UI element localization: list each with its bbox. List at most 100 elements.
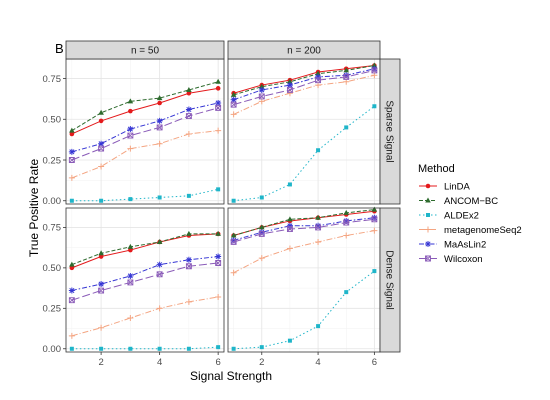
data-point <box>258 83 265 89</box>
data-point <box>287 182 292 187</box>
series-line <box>233 209 375 236</box>
data-point <box>156 305 163 312</box>
data-point <box>315 77 322 84</box>
data-point <box>215 230 221 236</box>
data-point <box>98 118 104 124</box>
data-point <box>286 245 293 252</box>
data-point <box>127 243 134 249</box>
data-point <box>128 346 133 351</box>
data-point <box>68 332 75 339</box>
data-point <box>215 253 222 260</box>
column-strip-label: n = 50 <box>131 46 160 57</box>
series-line <box>71 102 219 153</box>
facet-panel <box>65 58 225 205</box>
series-maaslin2 <box>68 99 222 155</box>
data-point <box>344 125 349 130</box>
row-strip-label: Sparse Signal <box>384 100 395 162</box>
x-tick-label: 4 <box>315 357 320 368</box>
data-point <box>68 157 75 163</box>
data-point <box>186 230 192 236</box>
data-point <box>343 217 350 224</box>
series-line <box>71 81 219 132</box>
panel-background <box>228 208 380 352</box>
data-point <box>286 82 293 89</box>
y-tick-label: 0.00 <box>43 344 62 355</box>
series-line <box>71 188 219 202</box>
series-ancom-bc <box>230 206 378 238</box>
data-point <box>156 117 163 124</box>
data-point <box>287 78 293 84</box>
series-ancom-bc <box>69 78 221 133</box>
series-aldex2 <box>231 269 377 351</box>
series-line <box>233 218 375 243</box>
series-line <box>71 233 219 269</box>
data-point <box>371 65 378 72</box>
data-point <box>186 346 191 351</box>
y-tick-label: 0.75 <box>43 74 62 85</box>
data-point <box>98 163 105 170</box>
data-point <box>215 78 221 84</box>
data-point <box>157 346 162 351</box>
data-point <box>69 346 74 351</box>
x-axis: 2 4 6 2 4 6 <box>98 352 377 368</box>
series-aldex2 <box>231 104 377 203</box>
data-point <box>315 70 321 76</box>
x-tick-label: 2 <box>98 357 103 368</box>
data-point <box>68 297 75 304</box>
data-point <box>258 224 265 230</box>
legend-item: ANCOM−BC <box>419 196 498 207</box>
data-point <box>215 104 222 111</box>
data-point <box>344 290 349 295</box>
data-point <box>156 238 163 244</box>
facet-panel <box>227 58 381 205</box>
data-point <box>68 148 75 155</box>
data-point <box>286 87 293 93</box>
data-point <box>230 232 237 238</box>
panel-background <box>228 59 380 204</box>
panel-background <box>66 208 224 352</box>
data-point <box>371 206 378 212</box>
data-point <box>186 86 192 92</box>
data-point <box>315 214 321 220</box>
y-tick-label: 0.50 <box>43 263 62 274</box>
data-point <box>231 346 236 351</box>
y-tick-label: 0.25 <box>43 304 62 315</box>
data-point <box>186 90 192 96</box>
data-point <box>215 127 222 134</box>
data-point <box>127 132 134 139</box>
series-maaslin2 <box>68 253 222 294</box>
legend-item: Wilcoxon <box>419 254 483 265</box>
data-point <box>128 247 133 253</box>
series-metagenomeseq2 <box>230 72 378 118</box>
series-line <box>71 130 219 179</box>
data-point <box>286 90 293 97</box>
series-aldex2 <box>69 187 221 203</box>
series-line <box>71 346 219 350</box>
data-point <box>371 214 378 221</box>
series-aldex2 <box>69 345 221 351</box>
series-linda <box>69 86 221 137</box>
y-tick-label: 0.50 <box>43 115 62 126</box>
series-maaslin2 <box>230 65 378 103</box>
data-point <box>215 86 221 91</box>
data-point <box>98 324 105 331</box>
data-point <box>231 198 236 203</box>
row-strip-label: Dense Signal <box>384 250 395 309</box>
series-line <box>71 233 219 266</box>
x-tick-label: 2 <box>259 357 264 368</box>
data-point <box>68 287 75 294</box>
data-point <box>185 298 192 305</box>
data-point <box>372 269 377 274</box>
series-wilcoxon <box>230 216 378 245</box>
panel-tag: B <box>55 41 64 56</box>
data-point <box>258 86 265 93</box>
data-point <box>156 124 163 131</box>
series-wilcoxon <box>230 67 378 108</box>
legend-key-marker <box>425 197 431 203</box>
series-line <box>233 69 375 106</box>
column-strip-label: n = 200 <box>287 46 321 57</box>
y-axis-title: True Positive Rate <box>27 159 41 258</box>
data-point <box>127 272 134 279</box>
column-strip <box>65 40 225 60</box>
series-line <box>71 107 219 161</box>
